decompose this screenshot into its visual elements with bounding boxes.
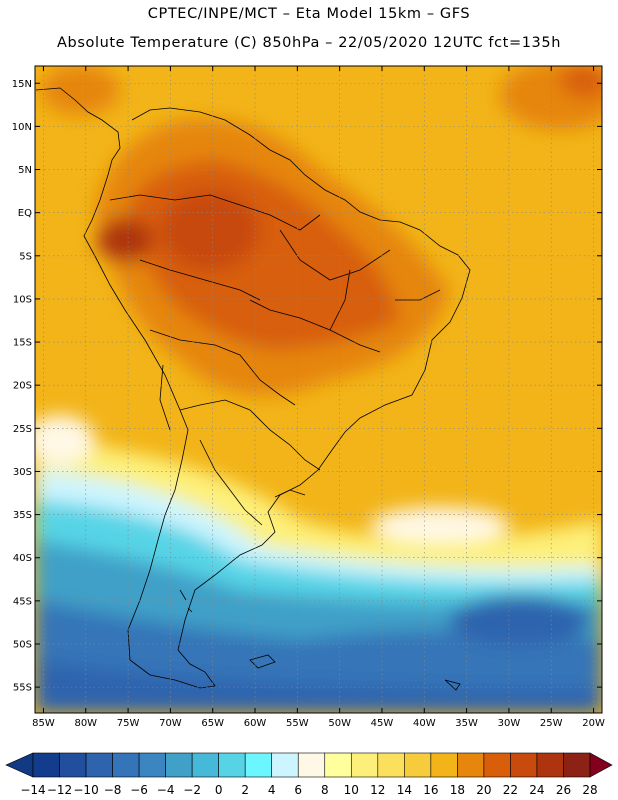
colorbar: −14 −12 −10 −8 −6 −4 −2 0 2 4 6 8 10 12 14 16 18 20 22 24 26… [5, 752, 613, 797]
colorbar-label: −10 [73, 783, 98, 797]
colorbar-label: −4 [157, 783, 175, 797]
lon-tick-label: 25W [540, 718, 563, 729]
map-title-line-1: CPTEC/INPE/MCT – Eta Model 15km – GFS [147, 6, 471, 22]
colorbar-label: 22 [503, 783, 518, 797]
colorbar-swatch [510, 752, 538, 778]
lat-tick-label: 30S [13, 467, 32, 478]
lat-tick-label: 25S [13, 424, 32, 435]
colorbar-under-triangle [5, 752, 34, 778]
lat-tick-label: EQ [18, 208, 32, 219]
colorbar-swatch [112, 752, 140, 778]
colorbar-label: 2 [241, 783, 249, 797]
colorbar-label: 8 [321, 783, 329, 797]
lon-tick-label: 75W [117, 718, 140, 729]
colorbar-swatch [457, 752, 485, 778]
colorbar-swatch [430, 752, 458, 778]
colorbar-swatch [483, 752, 511, 778]
colorbar-swatch [32, 752, 60, 778]
lat-tick-label: 5S [19, 251, 32, 262]
lat-tick-label: 55S [13, 683, 32, 694]
lon-tick-label: 30W [498, 718, 521, 729]
lat-tick-label: 35S [13, 510, 32, 521]
lon-tick-label: 80W [74, 718, 97, 729]
colorbar-label: 0 [215, 783, 223, 797]
colorbar-label: 12 [370, 783, 385, 797]
colorbar-label: 10 [344, 783, 359, 797]
colorbar-swatch [138, 752, 166, 778]
lon-tick-label: 55W [286, 718, 309, 729]
colorbar-label: 14 [397, 783, 412, 797]
colorbar-swatch [377, 752, 405, 778]
axis-ticks: 15N 10N 5N EQ 5S 10S 15S 20S 25S 30S 35S 40S 45S 50S 5… [12, 66, 605, 729]
lon-tick-label: 35W [455, 718, 478, 729]
lon-tick-label: 20W [582, 718, 605, 729]
colorbar-label: 16 [423, 783, 438, 797]
colorbar-label: 24 [529, 783, 544, 797]
colorbar-label: 26 [556, 783, 571, 797]
colorbar-label: −2 [183, 783, 201, 797]
colorbar-label: 20 [476, 783, 491, 797]
colorbar-label: 18 [450, 783, 465, 797]
colorbar-label: 6 [294, 783, 302, 797]
lon-tick-label: 45W [371, 718, 394, 729]
colorbar-swatch [271, 752, 299, 778]
lat-tick-label: 45S [13, 596, 32, 607]
colorbar-swatch [191, 752, 219, 778]
map-title-line-2: Absolute Temperature (C) 850hPa – 22/05/… [57, 35, 561, 51]
lat-tick-label: 20S [13, 381, 32, 392]
lat-tick-label: 50S [13, 639, 32, 650]
colorbar-over-triangle [589, 752, 613, 778]
lat-tick-label: 40S [13, 553, 32, 564]
colorbar-swatch [350, 752, 379, 778]
lon-tick-label: 70W [159, 718, 182, 729]
colorbar-swatch [297, 752, 326, 778]
lat-tick-label: 15N [12, 79, 32, 90]
colorbar-swatch [59, 752, 87, 778]
temperature-field [35, 66, 602, 713]
colorbar-label: −6 [130, 783, 148, 797]
map-frame [34, 65, 603, 714]
colorbar-swatch [85, 752, 113, 778]
colorbar-label: 28 [582, 783, 597, 797]
lon-tick-label: 85W [32, 718, 55, 729]
colorbar-swatch [244, 752, 273, 778]
lon-tick-label: 40W [413, 718, 436, 729]
lat-tick-label: 10S [13, 294, 32, 305]
colorbar-swatch [218, 752, 246, 778]
lon-tick-label: 50W [328, 718, 351, 729]
colorbar-label: 4 [268, 783, 276, 797]
lon-tick-label: 65W [201, 718, 224, 729]
lon-tick-label: 60W [244, 718, 267, 729]
colorbar-label: −12 [47, 783, 72, 797]
colorbar-label: −14 [20, 783, 45, 797]
coastlines-and-borders [35, 87, 471, 691]
colorbar-swatch [563, 752, 591, 778]
colorbar-swatch [165, 752, 193, 778]
lat-tick-label: 10N [12, 122, 32, 133]
colorbar-swatch [404, 752, 432, 778]
lat-tick-label: 15S [13, 338, 32, 349]
graticule [35, 66, 602, 713]
colorbar-swatch [324, 752, 352, 778]
lat-tick-label: 5N [18, 165, 32, 176]
colorbar-label: −8 [104, 783, 122, 797]
colorbar-swatch [536, 752, 564, 778]
